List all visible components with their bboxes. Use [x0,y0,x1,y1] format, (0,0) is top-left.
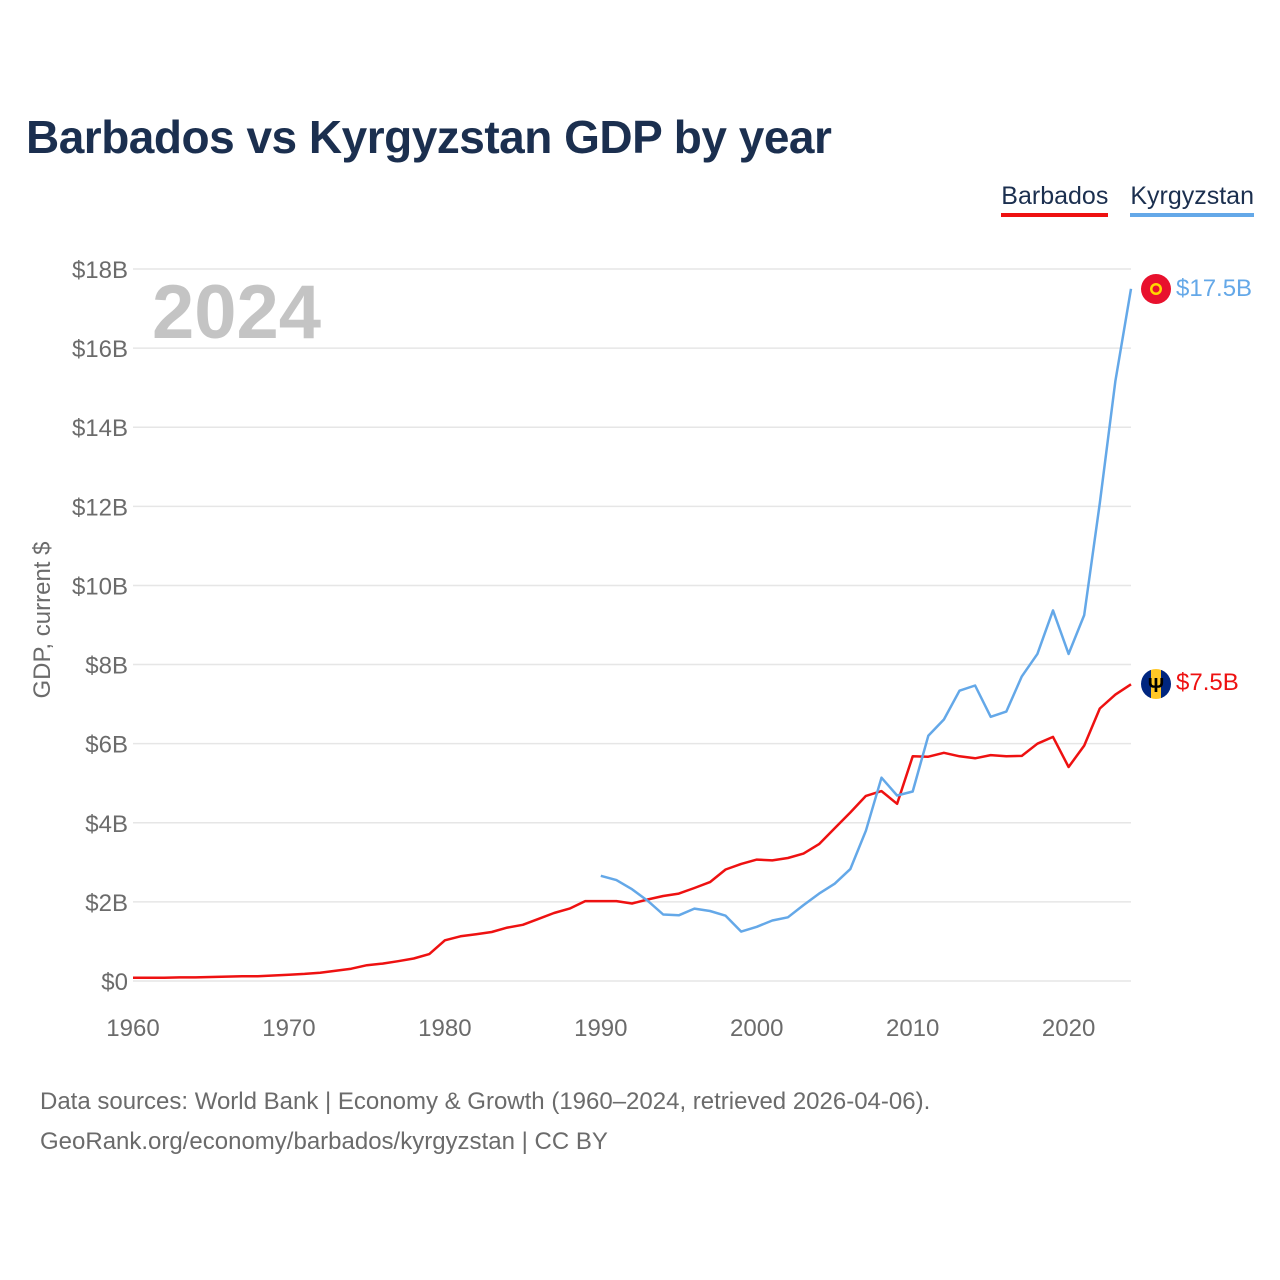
y-tick-label: $14B [72,415,128,442]
year-watermark: 2024 [152,270,321,355]
kyrgyzstan-flag-icon [1141,274,1171,304]
series-line-barbados [133,683,1132,980]
gdp-line-chart: 2024 $0$2B$4B$6B$8B$10B$12B$14B$16B$18B … [29,257,1252,1042]
y-axis-label: GDP, current $ [29,542,56,699]
x-tick-label: 2020 [1042,1015,1095,1042]
footer-attribution[interactable]: GeoRank.org/economy/barbados/kyrgyzstan … [40,1128,608,1155]
y-tick-label: $10B [72,573,128,600]
y-tick-label: $4B [85,811,128,838]
y-tick-label: $2B [85,890,128,917]
gridlines [133,268,1131,982]
y-tick-label: $18B [72,257,128,284]
x-tick-label: 1990 [574,1015,627,1042]
y-tick-label: $8B [85,653,128,680]
x-tick-label: 1970 [262,1015,315,1042]
series-lines [133,288,1133,980]
barbados-flag-icon: Ψ [1141,669,1171,699]
legend-item-barbados[interactable]: Barbados [1001,182,1109,217]
footer: Data sources: World Bank | Economy & Gro… [40,1082,930,1162]
svg-text:Ψ: Ψ [1148,675,1164,697]
y-axis-ticks: $0 $2B $4B $6B $8B $10B $12B $14B $16B $18B [72,257,128,996]
legend: Barbados Kyrgyzstan [1001,182,1254,217]
x-tick-label: 1980 [418,1015,471,1042]
x-tick-label: 1960 [106,1015,159,1042]
chart-title: Barbados vs Kyrgyzstan GDP by year [26,111,832,163]
x-axis-ticks: 1960 1970 1980 1990 2000 2010 2020 [106,1015,1095,1042]
y-tick-label: $12B [72,494,128,521]
y-tick-label: $6B [85,732,128,759]
legend-item-kyrgyzstan[interactable]: Kyrgyzstan [1130,182,1254,217]
barbados-end-label: $7.5B [1176,669,1239,696]
y-tick-label: $16B [72,336,128,363]
x-tick-label: 2010 [886,1015,939,1042]
y-tick-label: $0 [101,969,128,996]
series-line-kyrgyzstan [600,288,1133,933]
x-tick-label: 2000 [730,1015,783,1042]
footer-sources: Data sources: World Bank | Economy & Gro… [40,1088,931,1115]
kyrgyzstan-end-label: $17.5B [1176,275,1252,302]
